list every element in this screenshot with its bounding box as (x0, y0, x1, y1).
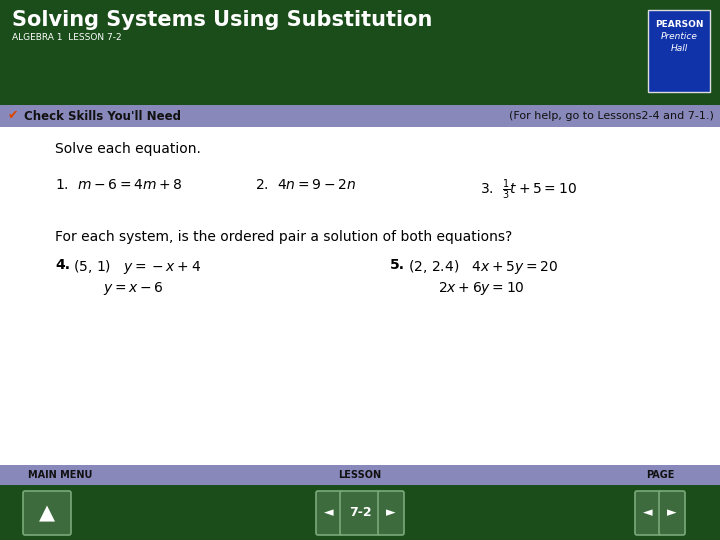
Text: $2x+6y=10$: $2x+6y=10$ (438, 280, 525, 297)
Text: MAIN MENU: MAIN MENU (28, 470, 92, 480)
Bar (648, 10, 710, 92)
Bar (0, 105, 720, 127)
Text: 3.  $\frac{1}{3}t+5=10$: 3. $\frac{1}{3}t+5=10$ (480, 178, 577, 202)
Text: ✔: ✔ (8, 110, 19, 123)
Text: Solving Systems Using Substitution: Solving Systems Using Substitution (12, 10, 433, 30)
Text: Solve each equation.: Solve each equation. (55, 142, 201, 156)
Text: 7-2: 7-2 (348, 507, 372, 519)
Text: 1.  $m-6=4m+8$: 1. $m-6=4m+8$ (55, 178, 183, 192)
FancyBboxPatch shape (23, 491, 71, 535)
Text: (For help, go to Lessons2-4 and 7-1.): (For help, go to Lessons2-4 and 7-1.) (509, 111, 714, 121)
Text: Check Skills You'll Need: Check Skills You'll Need (24, 110, 181, 123)
Text: PAGE: PAGE (646, 470, 674, 480)
Text: $y=x-6$: $y=x-6$ (103, 280, 163, 297)
Text: PEARSON: PEARSON (654, 20, 703, 29)
Text: 4.: 4. (55, 258, 70, 272)
Text: LESSON: LESSON (338, 470, 382, 480)
FancyBboxPatch shape (635, 491, 661, 535)
Text: 5.: 5. (390, 258, 405, 272)
Bar (0, 127, 720, 465)
Text: (2, 2.4)   $4x+5y=20$: (2, 2.4) $4x+5y=20$ (408, 258, 559, 276)
Text: ◄: ◄ (643, 507, 653, 519)
FancyBboxPatch shape (378, 491, 404, 535)
Text: For each system, is the ordered pair a solution of both equations?: For each system, is the ordered pair a s… (55, 230, 512, 244)
FancyBboxPatch shape (316, 491, 342, 535)
Text: Prentice: Prentice (660, 32, 698, 41)
Text: 2.  $4n=9-2n$: 2. $4n=9-2n$ (255, 178, 356, 192)
Text: ►: ► (667, 507, 677, 519)
Text: ►: ► (386, 507, 396, 519)
Text: Hall: Hall (670, 44, 688, 53)
FancyBboxPatch shape (659, 491, 685, 535)
Text: ◄: ◄ (324, 507, 334, 519)
Bar (0, 465, 720, 485)
Text: ALGEBRA 1  LESSON 7-2: ALGEBRA 1 LESSON 7-2 (12, 33, 122, 42)
Bar (0, 0, 720, 105)
FancyBboxPatch shape (340, 491, 380, 535)
Text: ▲: ▲ (39, 503, 55, 523)
Bar (0, 485, 720, 540)
Text: (5, 1)   $y=-x+4$: (5, 1) $y=-x+4$ (73, 258, 201, 276)
